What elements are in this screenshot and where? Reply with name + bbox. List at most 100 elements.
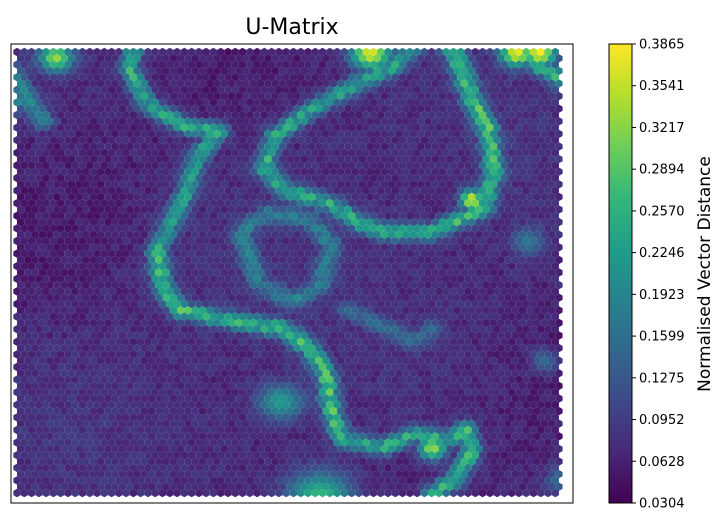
umatrix-cell: [126, 243, 134, 252]
umatrix-cell: [107, 85, 116, 94]
umatrix-cell: [322, 129, 330, 139]
umatrix-cell: [322, 180, 330, 189]
umatrix-cell: [326, 173, 334, 183]
umatrix-cell: [57, 47, 65, 57]
umatrix-cell: [177, 217, 185, 227]
umatrix-cell: [49, 73, 58, 82]
umatrix-cell: [355, 73, 363, 82]
umatrix-cell: [104, 255, 112, 265]
umatrix-cell: [137, 161, 145, 170]
umatrix-cell: [435, 173, 443, 183]
umatrix-cell: [333, 312, 341, 321]
umatrix-cell: [307, 79, 316, 88]
umatrix-cell: [482, 192, 490, 202]
umatrix-cell: [53, 230, 61, 239]
umatrix-cell: [329, 230, 338, 239]
umatrix-cell: [242, 91, 250, 101]
umatrix-cell: [75, 243, 83, 252]
umatrix-cell: [315, 293, 323, 302]
umatrix-cell: [257, 280, 265, 290]
umatrix-cell: [318, 136, 327, 145]
umatrix-cell: [78, 98, 87, 107]
umatrix-cell: [118, 243, 127, 252]
umatrix-cell: [162, 205, 170, 214]
umatrix-cell: [409, 318, 418, 328]
umatrix-cell: [46, 255, 54, 265]
umatrix-cell: [548, 167, 556, 176]
umatrix-cell: [184, 91, 192, 101]
umatrix-cell: [282, 224, 290, 233]
umatrix-cell: [475, 79, 483, 88]
umatrix-cell: [111, 306, 119, 315]
umatrix-cell: [482, 142, 490, 151]
umatrix-cell: [177, 129, 185, 139]
umatrix-cell: [42, 262, 50, 271]
umatrix-cell: [166, 249, 174, 258]
umatrix-cell: [107, 262, 116, 271]
umatrix-cell: [195, 249, 203, 258]
umatrix-cell: [169, 142, 178, 151]
umatrix-cell: [166, 148, 174, 157]
umatrix-cell: [540, 205, 549, 214]
umatrix-cell: [409, 306, 418, 315]
umatrix-cell: [93, 236, 101, 246]
umatrix-cell: [522, 299, 530, 309]
umatrix-cell: [293, 142, 301, 151]
umatrix-cell: [231, 287, 239, 296]
umatrix-cell: [209, 312, 218, 321]
umatrix-cell: [297, 262, 305, 271]
umatrix-cell: [246, 85, 254, 94]
umatrix-cell: [126, 117, 134, 126]
umatrix-cell: [147, 154, 156, 164]
umatrix-cell: [278, 91, 287, 101]
umatrix-cell: [540, 306, 549, 315]
umatrix-cell: [137, 274, 145, 283]
umatrix-cell: [271, 54, 279, 63]
umatrix-cell: [155, 280, 163, 290]
umatrix-cell: [431, 91, 439, 101]
umatrix-cell: [209, 73, 218, 82]
umatrix-cell: [206, 243, 214, 252]
umatrix-cell: [311, 136, 319, 145]
umatrix-cell: [93, 186, 101, 195]
umatrix-cell: [533, 154, 541, 164]
umatrix-cell: [31, 142, 39, 151]
umatrix-cell: [307, 54, 316, 63]
umatrix-cell: [187, 123, 196, 132]
umatrix-cell: [137, 73, 145, 82]
umatrix-cell: [46, 243, 54, 252]
umatrix-cell: [57, 148, 65, 157]
umatrix-cell: [413, 211, 421, 220]
chart-title: U-Matrix: [245, 15, 338, 40]
umatrix-cell: [431, 66, 439, 76]
umatrix-cell: [453, 318, 461, 328]
umatrix-cell: [369, 85, 378, 94]
umatrix-cell: [264, 318, 272, 328]
umatrix-cell: [522, 161, 530, 170]
umatrix-cell: [162, 91, 170, 101]
umatrix-cell: [373, 54, 381, 63]
umatrix-cell: [238, 312, 247, 321]
umatrix-cell: [529, 98, 538, 107]
umatrix-cell: [398, 299, 407, 309]
umatrix-cell: [249, 129, 258, 139]
umatrix-cell: [162, 280, 170, 290]
umatrix-cell: [347, 299, 356, 309]
umatrix-cell: [431, 280, 439, 290]
umatrix-cell: [24, 306, 32, 315]
umatrix-cell: [264, 54, 272, 63]
umatrix-cell: [177, 230, 185, 239]
umatrix-cell: [155, 243, 163, 252]
umatrix-cell: [166, 186, 174, 195]
umatrix-cell: [64, 325, 72, 334]
umatrix-cell: [122, 60, 130, 69]
umatrix-cell: [337, 104, 345, 113]
umatrix-cell: [518, 154, 527, 164]
umatrix-cell: [544, 274, 552, 283]
umatrix-cell: [478, 110, 487, 120]
umatrix-cell: [424, 154, 432, 164]
umatrix-cell: [238, 47, 247, 57]
umatrix-cell: [191, 79, 199, 88]
umatrix-cell: [35, 299, 43, 309]
umatrix-cell: [318, 287, 327, 296]
